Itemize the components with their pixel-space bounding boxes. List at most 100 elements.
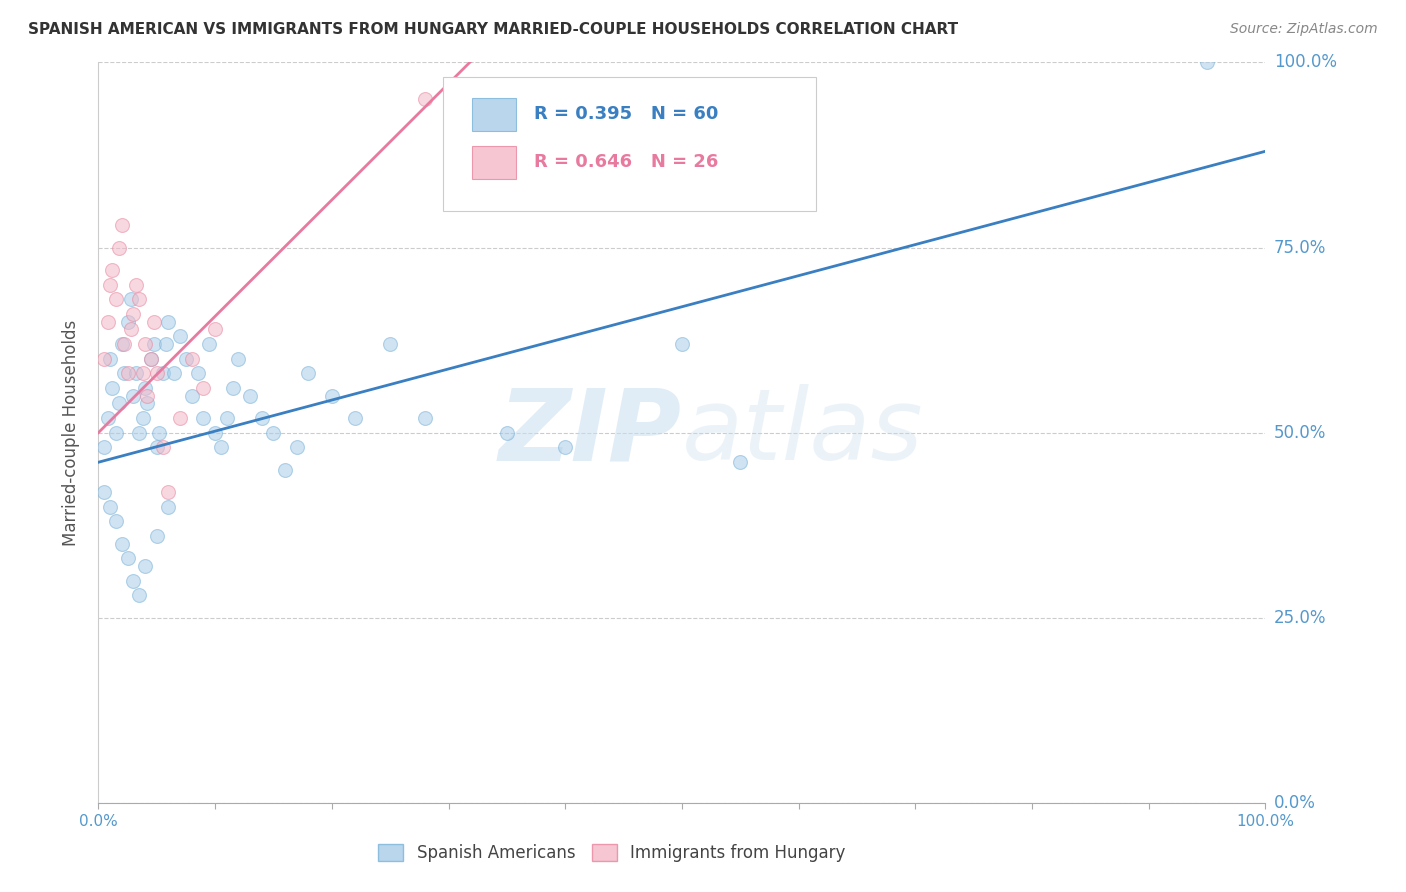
Point bbox=[321, 388, 343, 402]
Point bbox=[117, 367, 139, 381]
Point bbox=[204, 425, 226, 440]
Y-axis label: Married-couple Households: Married-couple Households bbox=[62, 319, 80, 546]
Point bbox=[228, 351, 250, 366]
Point bbox=[193, 410, 215, 425]
Point bbox=[496, 425, 519, 440]
Point bbox=[139, 351, 162, 366]
Point bbox=[122, 388, 145, 402]
Point bbox=[209, 441, 232, 455]
Point bbox=[98, 277, 121, 292]
Point bbox=[413, 410, 436, 425]
Point bbox=[215, 410, 238, 425]
Point bbox=[262, 425, 284, 440]
Point bbox=[180, 388, 202, 402]
Bar bbox=[472, 97, 516, 131]
Point bbox=[108, 240, 131, 255]
Point bbox=[380, 336, 402, 351]
Point bbox=[111, 536, 134, 550]
Point bbox=[344, 410, 367, 425]
Point bbox=[146, 529, 169, 543]
Point bbox=[554, 441, 576, 455]
Point bbox=[157, 500, 180, 514]
Point bbox=[98, 351, 121, 366]
Point bbox=[136, 388, 159, 402]
Point bbox=[132, 410, 155, 425]
Point bbox=[146, 441, 169, 455]
Point bbox=[152, 441, 174, 455]
Point bbox=[1195, 55, 1218, 70]
Bar bbox=[472, 145, 516, 179]
Text: SPANISH AMERICAN VS IMMIGRANTS FROM HUNGARY MARRIED-COUPLE HOUSEHOLDS CORRELATIO: SPANISH AMERICAN VS IMMIGRANTS FROM HUNG… bbox=[28, 22, 959, 37]
Point bbox=[152, 367, 174, 381]
Point bbox=[285, 441, 308, 455]
Point bbox=[143, 336, 166, 351]
Point bbox=[143, 314, 166, 328]
Point bbox=[157, 314, 180, 328]
Text: 25.0%: 25.0% bbox=[1274, 608, 1326, 627]
Text: atlas: atlas bbox=[682, 384, 924, 481]
Point bbox=[122, 307, 145, 321]
Point bbox=[139, 351, 162, 366]
Point bbox=[134, 336, 156, 351]
Text: Source: ZipAtlas.com: Source: ZipAtlas.com bbox=[1230, 22, 1378, 37]
Point bbox=[169, 410, 191, 425]
Point bbox=[111, 219, 134, 233]
Point bbox=[93, 441, 115, 455]
Point bbox=[112, 336, 135, 351]
Point bbox=[134, 558, 156, 573]
Point bbox=[136, 396, 159, 410]
FancyBboxPatch shape bbox=[443, 78, 815, 211]
Point bbox=[221, 381, 243, 395]
Point bbox=[146, 367, 169, 381]
Point bbox=[97, 410, 120, 425]
Point bbox=[117, 314, 139, 328]
Text: 0.0%: 0.0% bbox=[1274, 794, 1316, 812]
Point bbox=[128, 589, 150, 603]
Point bbox=[125, 277, 148, 292]
Point bbox=[93, 484, 115, 499]
Point bbox=[274, 462, 297, 476]
Point bbox=[128, 293, 150, 307]
Point bbox=[174, 351, 197, 366]
Legend: Spanish Americans, Immigrants from Hungary: Spanish Americans, Immigrants from Hunga… bbox=[371, 837, 852, 869]
Point bbox=[413, 92, 436, 106]
Point bbox=[134, 381, 156, 395]
Point bbox=[730, 455, 752, 469]
Text: 50.0%: 50.0% bbox=[1274, 424, 1326, 442]
Point bbox=[125, 367, 148, 381]
Point bbox=[122, 574, 145, 588]
Point bbox=[101, 381, 124, 395]
Point bbox=[93, 351, 115, 366]
Point bbox=[104, 515, 127, 529]
Point bbox=[169, 329, 191, 343]
Point bbox=[112, 367, 135, 381]
Text: 100.0%: 100.0% bbox=[1274, 54, 1337, 71]
Point bbox=[104, 293, 127, 307]
Point bbox=[204, 322, 226, 336]
Point bbox=[111, 336, 134, 351]
Point bbox=[104, 425, 127, 440]
Point bbox=[163, 367, 186, 381]
Point bbox=[250, 410, 273, 425]
Point bbox=[187, 367, 209, 381]
Point bbox=[148, 425, 170, 440]
Point bbox=[98, 500, 121, 514]
Point bbox=[128, 425, 150, 440]
Point bbox=[120, 322, 142, 336]
Point bbox=[157, 484, 180, 499]
Point bbox=[117, 551, 139, 566]
Point bbox=[193, 381, 215, 395]
Point bbox=[120, 293, 142, 307]
Text: R = 0.395   N = 60: R = 0.395 N = 60 bbox=[534, 105, 718, 123]
Text: 75.0%: 75.0% bbox=[1274, 238, 1326, 257]
Text: ZIP: ZIP bbox=[499, 384, 682, 481]
Point bbox=[132, 367, 155, 381]
Text: R = 0.646   N = 26: R = 0.646 N = 26 bbox=[534, 153, 718, 171]
Point bbox=[101, 262, 124, 277]
Point bbox=[198, 336, 221, 351]
Point bbox=[155, 336, 177, 351]
Point bbox=[671, 336, 693, 351]
Point bbox=[180, 351, 202, 366]
Point bbox=[239, 388, 262, 402]
Point bbox=[97, 314, 120, 328]
